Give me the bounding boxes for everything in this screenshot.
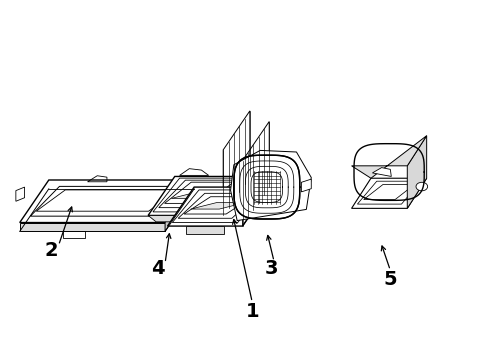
Polygon shape xyxy=(357,181,421,204)
Polygon shape xyxy=(168,187,269,226)
Polygon shape xyxy=(153,178,245,212)
Polygon shape xyxy=(148,176,250,215)
Polygon shape xyxy=(231,150,311,221)
Polygon shape xyxy=(165,180,194,231)
Circle shape xyxy=(416,182,428,191)
Polygon shape xyxy=(301,179,311,192)
Text: 5: 5 xyxy=(384,270,397,289)
Polygon shape xyxy=(20,222,165,231)
Text: 4: 4 xyxy=(151,259,165,278)
Polygon shape xyxy=(191,202,246,209)
Polygon shape xyxy=(352,136,427,178)
Polygon shape xyxy=(372,168,392,176)
Polygon shape xyxy=(178,193,259,218)
Polygon shape xyxy=(20,180,194,222)
Polygon shape xyxy=(165,182,233,203)
Polygon shape xyxy=(30,186,183,216)
Polygon shape xyxy=(407,136,427,208)
Polygon shape xyxy=(364,184,415,199)
Polygon shape xyxy=(172,190,265,222)
Polygon shape xyxy=(172,192,226,198)
Text: 1: 1 xyxy=(245,302,259,321)
Polygon shape xyxy=(186,226,224,234)
Text: 3: 3 xyxy=(265,259,278,278)
Polygon shape xyxy=(148,215,231,222)
Polygon shape xyxy=(184,197,253,214)
Polygon shape xyxy=(352,178,427,208)
Text: 2: 2 xyxy=(45,242,58,260)
Polygon shape xyxy=(36,190,178,211)
Polygon shape xyxy=(159,180,239,208)
